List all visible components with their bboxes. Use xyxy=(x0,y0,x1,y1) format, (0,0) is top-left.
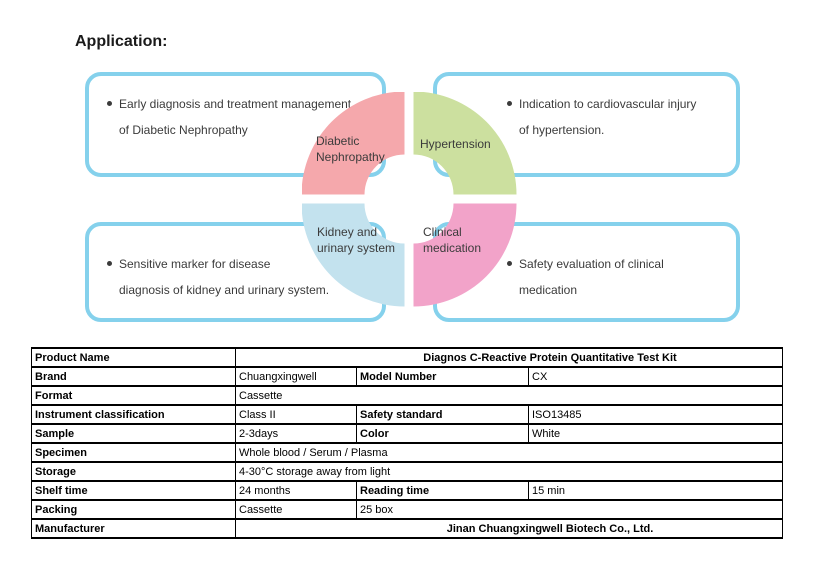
sample-value: 2-3days xyxy=(235,423,357,444)
row-label: Product Name xyxy=(31,347,236,368)
table-row: Shelf time 24 months Reading time 15 min xyxy=(31,480,783,501)
table-row: Storage 4-30°C storage away from light xyxy=(31,461,783,482)
table-row: Packing Cassette 25 box xyxy=(31,499,783,520)
row-label: Manufacturer xyxy=(31,518,236,539)
bullet-icon xyxy=(507,261,512,267)
color-value: White xyxy=(528,423,783,444)
bullet-icon xyxy=(507,101,512,107)
segment-hypertension xyxy=(413,92,517,195)
row-label: Specimen xyxy=(31,442,236,463)
callout-text: Indication to cardiovascular injury xyxy=(519,96,697,111)
table-row: Format Cassette xyxy=(31,385,783,406)
bullet-icon xyxy=(107,261,112,267)
packing-box-value: 25 box xyxy=(356,499,783,520)
callout-text: Safety evaluation of clinical xyxy=(519,256,664,271)
row-label: Shelf time xyxy=(31,480,236,501)
callout-top-left: Early diagnosis and treatment management… xyxy=(85,72,386,177)
table-row: Instrument classification Class II Safet… xyxy=(31,404,783,425)
callout-line: Early diagnosis and treatment management xyxy=(107,90,382,117)
shelf-time-value: 24 months xyxy=(235,480,357,501)
table-row: Sample 2-3days Color White xyxy=(31,423,783,444)
specimen-value: Whole blood / Serum / Plasma xyxy=(235,442,783,463)
table-row: Manufacturer Jinan Chuangxingwell Biotec… xyxy=(31,518,783,539)
segment-clinical-medication xyxy=(413,203,517,307)
callout-text: of hypertension. xyxy=(519,122,605,137)
format-value: Cassette xyxy=(235,385,783,406)
row-label: Model Number xyxy=(356,366,529,387)
callout-text: medication xyxy=(519,282,578,297)
callout-bottom-left: Sensitive marker for disease diagnosis o… xyxy=(85,222,386,322)
segment-label-hypertension: Hypertension xyxy=(420,137,491,151)
table-row: Brand Chuangxingwell Model Number CX xyxy=(31,366,783,387)
row-label: Safety standard xyxy=(356,404,529,425)
table-row: Product Name Diagnos C-Reactive Protein … xyxy=(31,347,783,368)
model-number-value: CX xyxy=(528,366,783,387)
row-label: Brand xyxy=(31,366,236,387)
storage-value: 4-30°C storage away from light xyxy=(235,461,783,482)
callout-text: of Diabetic Nephropathy xyxy=(119,122,248,137)
segment-kidney-urinary-system xyxy=(302,203,405,307)
product-spec-table: Product Name Diagnos C-Reactive Protein … xyxy=(31,347,783,539)
row-label: Format xyxy=(31,385,236,406)
row-label: Sample xyxy=(31,423,236,444)
callout-line: Indication to cardiovascular injury xyxy=(507,90,736,117)
callout-text: diagnosis of kidney and urinary system. xyxy=(119,282,330,297)
callout-line: Sensitive marker for disease xyxy=(107,250,382,277)
application-donut-diagram xyxy=(302,92,517,307)
row-label: Packing xyxy=(31,499,236,520)
segment-diabetic-nephropathy xyxy=(302,92,405,195)
reading-time-value: 15 min xyxy=(528,480,783,501)
callout-text: Early diagnosis and treatment management xyxy=(119,96,352,111)
instrument-classification-value: Class II xyxy=(235,404,357,425)
callout-line: Safety evaluation of clinical xyxy=(507,250,736,277)
row-label: Color xyxy=(356,423,529,444)
row-label: Reading time xyxy=(356,480,529,501)
row-label: Storage xyxy=(31,461,236,482)
callout-text: Sensitive marker for disease xyxy=(119,256,271,271)
bullet-icon xyxy=(107,101,112,107)
safety-standard-value: ISO13485 xyxy=(528,404,783,425)
page-title: Application: xyxy=(75,33,168,50)
table-row: Specimen Whole blood / Serum / Plasma xyxy=(31,442,783,463)
row-label: Instrument classification xyxy=(31,404,236,425)
manufacturer-value: Jinan Chuangxingwell Biotech Co., Ltd. xyxy=(235,518,783,539)
segment-label-clinical-medication: Clinical medication xyxy=(423,225,482,255)
packing-value: Cassette xyxy=(235,499,357,520)
segment-label-kidney-urinary-system: Kidney and urinary system xyxy=(317,225,396,255)
segment-label-diabetic-nephropathy: Diabetic Nephropathy xyxy=(316,134,385,164)
product-name-value: Diagnos C-Reactive Protein Quantitative … xyxy=(235,347,783,368)
brand-value: Chuangxingwell xyxy=(235,366,357,387)
